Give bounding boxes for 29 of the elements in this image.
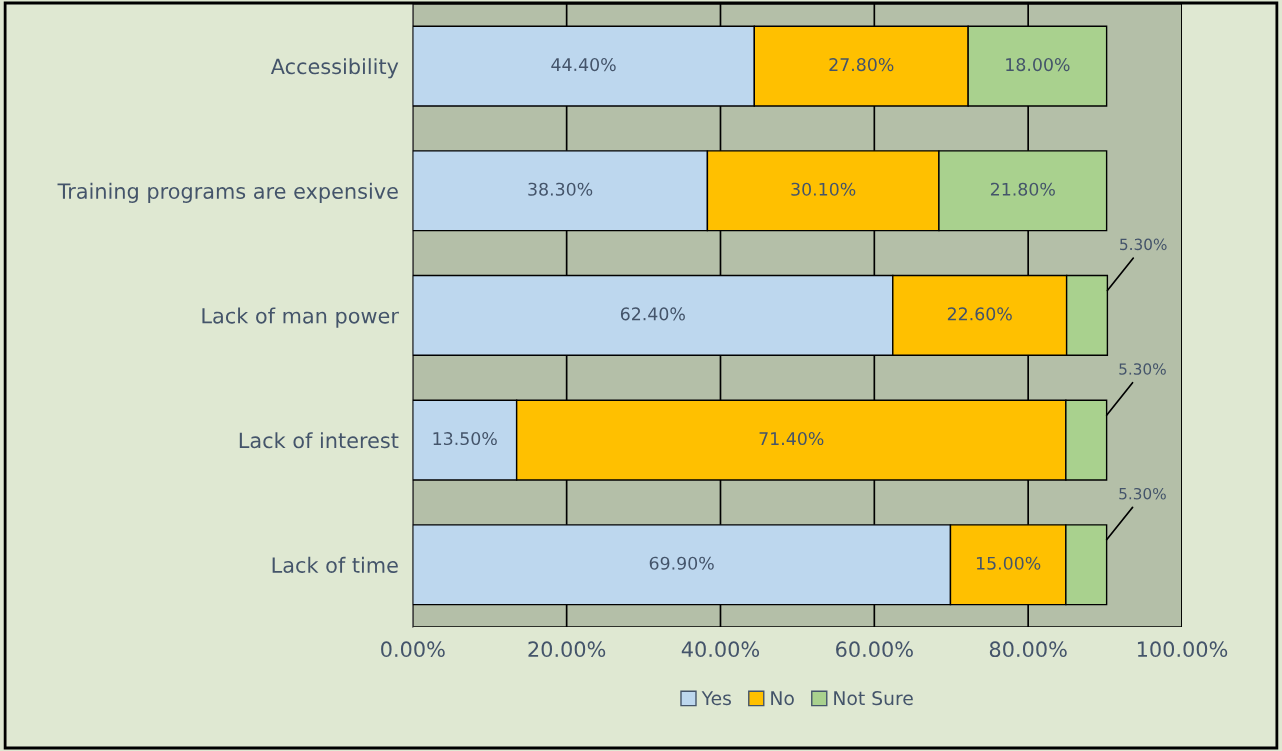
x-tick-label: 0.00% [381,641,445,658]
legend-label: No [771,691,794,706]
data-label: 69.90% [649,556,714,570]
y-tick-label: Lack of man power [202,307,399,328]
y-tick-label: Lack of time [272,556,398,573]
x-tick-label: 60.00% [836,641,913,658]
data-label: 30.10% [791,182,856,196]
y-tick-label: Lack of interest [239,432,399,449]
data-label: 27.80% [829,57,894,72]
data-label: 71.40% [759,431,824,446]
data-label: 44.40% [551,57,616,72]
data-label: 15.00% [976,556,1041,570]
y-tick-label: Accessibility [270,58,399,79]
x-tick-label: 40.00% [681,641,760,658]
data-label: 5.30% [1119,487,1166,500]
y-tick-label: Training programs are expensive [57,182,398,203]
legend-label: Yes [701,691,731,706]
x-tick-label: 20.00% [528,641,606,658]
data-label: 62.40% [620,307,685,321]
data-label: 21.80% [990,182,1055,196]
data-label: 22.60% [947,307,1012,321]
legend-label: Not Sure [834,691,913,706]
data-label: 5.30% [1119,363,1166,375]
data-label: 18.00% [1006,57,1070,72]
data-label: 38.30% [528,182,593,196]
data-label: 13.50% [433,431,497,446]
data-label: 5.30% [1120,238,1167,251]
x-tick-label: 80.00% [989,641,1067,658]
x-tick-label: 100.00% [1137,641,1228,658]
